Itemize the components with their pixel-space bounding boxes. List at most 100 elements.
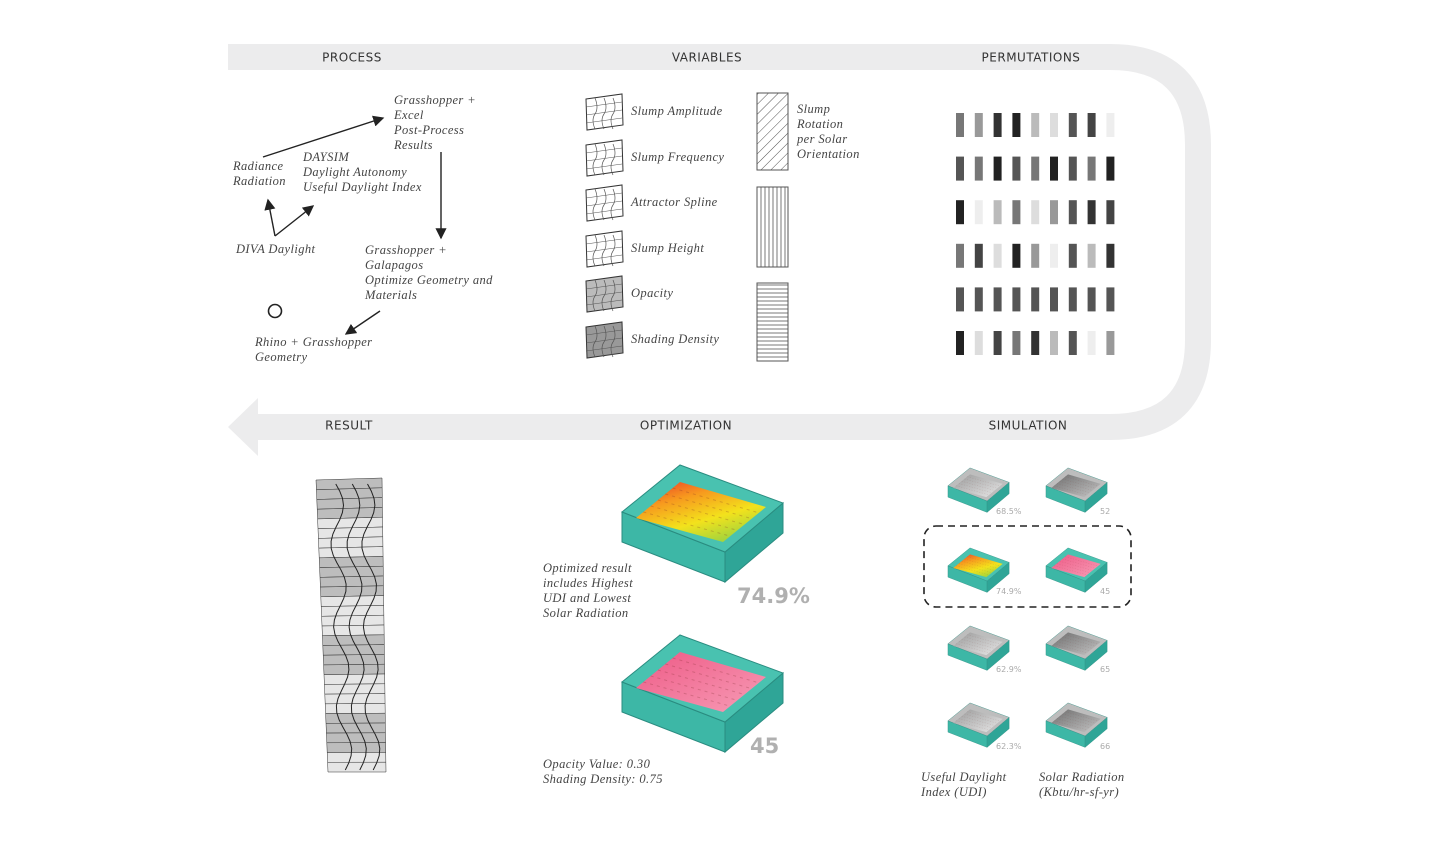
permutation-bar <box>974 156 983 181</box>
icon-line <box>601 279 607 312</box>
icon-line <box>610 234 616 267</box>
variable-label: Slump Height <box>631 241 704 255</box>
note-text: UDI and Lowest <box>543 591 631 605</box>
icon-line <box>585 246 623 253</box>
facade-strip <box>326 742 386 753</box>
permutation-bar <box>974 287 983 312</box>
floor-grid <box>650 675 738 701</box>
optimized-box <box>621 634 784 754</box>
process-node-text: Materials <box>364 288 417 302</box>
permutation-bar <box>1087 287 1096 312</box>
floor-grid <box>643 511 731 537</box>
permutation-bar <box>993 243 1002 268</box>
process-node-text: Excel <box>393 108 424 122</box>
settings-text: Shading Density: 0.75 <box>543 772 663 786</box>
floor-grid <box>657 669 745 695</box>
icon-line <box>610 325 616 358</box>
floor-grid <box>958 483 992 493</box>
icon-line <box>601 188 607 221</box>
permutation-bar <box>1012 200 1021 225</box>
icon-line <box>585 155 623 162</box>
icon-line <box>585 117 623 124</box>
floor-grid <box>1054 565 1088 576</box>
floor-grid <box>1062 636 1096 647</box>
variable-icon <box>585 230 624 268</box>
floor-grid <box>1062 558 1096 569</box>
sim-box <box>947 467 1010 513</box>
floor-grid <box>961 561 995 571</box>
floor-grid <box>956 643 990 654</box>
permutation-bar <box>1031 156 1040 181</box>
facade-curve <box>346 483 367 771</box>
floor-grid <box>958 718 992 728</box>
variable-label: Rotation <box>796 117 843 131</box>
floor-grid <box>967 476 1001 487</box>
sim-box <box>947 702 1010 748</box>
permutation-bar <box>1068 243 1077 268</box>
axis-label: Useful Daylight <box>921 770 1007 784</box>
variable-label: Opacity <box>631 286 673 300</box>
icon-line <box>585 238 623 245</box>
udi-value: 62.3% <box>996 742 1022 751</box>
sim-box <box>1045 467 1108 513</box>
floor-grid <box>958 563 992 573</box>
section-header: SIMULATION <box>989 419 1068 433</box>
floor-grid <box>643 681 731 707</box>
floor-grid <box>1056 718 1090 728</box>
sim-box <box>1045 547 1108 593</box>
axis-label: Solar Radiation <box>1039 770 1125 784</box>
facade-strip <box>318 546 384 559</box>
arrow <box>274 205 315 237</box>
facade-curve <box>361 483 381 771</box>
icon-line <box>585 345 623 352</box>
result-facade <box>315 477 387 773</box>
permutation-bar <box>974 243 983 268</box>
cycle-arrowhead <box>228 398 258 456</box>
box-floor <box>953 632 1003 656</box>
floor-grid <box>964 636 998 647</box>
process-node-text: Grasshopper + <box>394 93 476 107</box>
facade-strip <box>319 575 384 588</box>
icon <box>756 186 789 268</box>
floor-grid <box>1056 483 1090 493</box>
process-node-text: Radiation <box>232 174 286 188</box>
facade-strip <box>324 683 386 695</box>
permutation-bar <box>956 113 964 137</box>
facade-strip <box>316 507 383 520</box>
icon-line <box>610 97 616 130</box>
optimized-box <box>621 464 784 584</box>
permutation-bar <box>1012 113 1021 137</box>
icon-line <box>601 97 607 130</box>
box-floor <box>636 652 766 712</box>
permutation-bar <box>1106 113 1115 137</box>
floor-grid <box>967 711 1001 722</box>
note-text: includes Highest <box>543 576 633 590</box>
permutation-bar <box>1106 331 1115 355</box>
udi-result: 74.9% <box>737 584 810 608</box>
floor-grid <box>961 716 995 726</box>
process-node-text: Results <box>393 138 433 152</box>
permutation-bar <box>1068 113 1077 137</box>
floor-grid <box>956 565 990 576</box>
icon-line <box>601 143 607 176</box>
floor-grid <box>964 713 998 724</box>
permutation-bar <box>993 287 1002 312</box>
permutation-bar <box>993 331 1002 355</box>
variable-label: Attractor Spline <box>630 195 718 209</box>
process-node-text: Post-Process <box>393 123 464 137</box>
floor-grid <box>672 657 759 684</box>
icon-line <box>585 101 623 108</box>
box-floor <box>953 709 1003 733</box>
icon-line <box>610 143 616 176</box>
floor-grid <box>964 478 998 489</box>
process-node-text: Rhino + Grasshopper <box>254 335 372 349</box>
floor-grid <box>1062 478 1096 489</box>
permutation-bar <box>993 200 1002 225</box>
box-floor <box>1051 474 1101 498</box>
permutation-bar <box>1106 200 1115 225</box>
axis-label: (Kbtu/hr-sf-yr) <box>1039 785 1119 799</box>
permutation-bar <box>1068 287 1077 312</box>
process-node-text: DIVA Daylight <box>235 242 316 256</box>
box-floor <box>1051 554 1101 578</box>
